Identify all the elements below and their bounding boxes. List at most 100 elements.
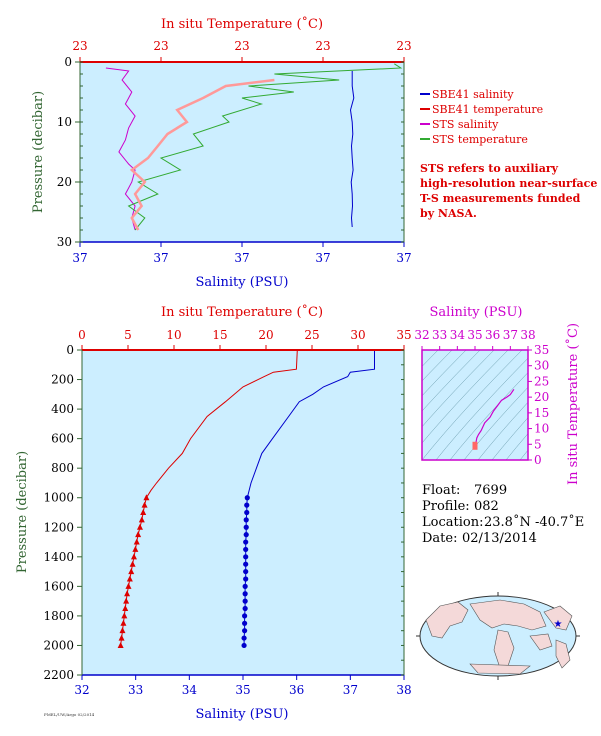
near-surface-y-axis-title: Pressure (decibar) [31,91,46,213]
full-profile-y-tick-label: 1400 [43,550,74,564]
full-profile-panel: 0 5 10 15 20 25 30 35 32 33 34 35 36 37 38 0 200 400 600 80… [15,304,412,722]
legend-entry: SBE41 salinity [432,88,514,101]
ts-right-tick-label: 10 [534,422,549,436]
temperature-point [126,575,133,582]
salinity-point [244,495,250,501]
full-profile-top-tick-label: 30 [350,328,365,342]
ts-top-axis-title: Salinity (PSU) [430,305,523,320]
near-surface-series-line [105,67,136,231]
ts-right-tick-label: 15 [534,406,549,420]
float-info: Float: 7699 Profile: 082 Location: 23.8˚… [422,483,584,546]
density-contour [422,350,453,382]
salinity-point [243,561,249,567]
legend-entry: STS salinity [432,118,499,131]
salinity-point [243,539,249,545]
near-surface-plot-area [80,62,404,242]
ts-right-tick-label: 25 [534,374,549,388]
salinity-point [243,532,249,538]
profile-value: 082 [474,499,499,514]
full-profile-y-tick-label: 200 [51,373,74,387]
temperature-point [141,501,148,508]
full-profile-ticks: 0 5 10 15 20 25 30 35 32 33 34 35 36 37 38 0 200 400 600 80… [43,328,411,697]
salinity-point [242,620,248,626]
salinity-point [242,628,248,634]
full-profile-bottom-tick-label: 33 [128,683,143,697]
full-profile-top-tick-label: 5 [124,328,132,342]
near-surface-series [105,63,403,231]
near-surface-bottom-tick-label: 37 [396,251,411,265]
full-profile-y-tick-label: 1200 [43,520,74,534]
salinity-point [244,502,250,508]
full-profile-y-tick-label: 0 [66,343,74,357]
near-surface-bottom-axis-title: Salinity (PSU) [196,275,289,290]
salinity-point [242,598,248,604]
temperature-point [138,516,145,523]
temperature-point [130,553,137,560]
ts-right-tick-label: 30 [534,359,549,373]
density-contour [519,449,528,460]
full-profile-top-tick-label: 15 [212,328,227,342]
near-surface-top-tick-label: 23 [72,39,87,53]
ts-top-tick-label: 35 [467,328,482,342]
full-profile-y-tick-label: 1600 [43,579,74,593]
near-surface-top-tick-label: 23 [153,39,168,53]
temperature-point [132,545,139,552]
full-profile-bottom-tick-label: 38 [396,683,411,697]
full-profile-series [117,349,375,649]
salinity-point [242,591,248,597]
density-contour [491,417,528,460]
float-value: 7699 [474,483,507,498]
full-profile-top-tick-label: 0 [78,328,86,342]
temperature-point [136,523,143,530]
legend-entry: STS temperature [432,133,528,146]
near-surface-top-tick-label: 23 [315,39,330,53]
map-land [425,599,573,675]
ts-top-tick-label: 37 [503,328,518,342]
near-surface-bottom-tick-label: 37 [315,251,330,265]
salinity-point [243,576,249,582]
profile-label: Profile: [422,499,470,514]
full-profile-top-tick-label: 10 [166,328,181,342]
near-surface-bottom-tick-label: 37 [234,251,249,265]
temperature-point [122,605,129,612]
temperature-point [117,641,124,648]
ts-series [472,388,515,450]
salinity-point [242,583,248,589]
note-line: STS refers to auxiliary [420,162,559,175]
near-surface-y-tick-label: 10 [57,115,72,129]
temperature-point [129,560,136,567]
ts-right-tick-label: 0 [534,453,542,467]
ts-top-tick-label: 32 [414,328,429,342]
density-contour [477,401,528,460]
salinity-point [243,554,249,560]
temperature-point [118,634,125,641]
density-contour [422,350,495,428]
full-profile-bottom-tick-label: 32 [74,683,89,697]
note-line: by NASA. [420,207,477,220]
salinity-point [244,509,250,516]
near-surface-y-tick-label: 0 [64,55,72,69]
near-surface-y-tick-label: 20 [57,175,72,189]
full-profile-y-tick-label: 1800 [43,609,74,623]
ts-top-tick-label: 34 [450,328,466,342]
legend-entry: SBE41 temperature [432,103,543,116]
temperature-point [124,590,131,597]
full-profile-bottom-tick-label: 34 [182,683,198,697]
full-profile-y-tick-label: 2200 [43,668,74,682]
density-contour [422,350,481,412]
full-profile-y-tick-label: 400 [51,402,74,416]
salinity-point [241,635,247,641]
full-profile-y-tick-label: 2000 [43,638,74,652]
temperature-point [120,619,127,626]
ts-deep-cluster [472,441,478,450]
near-surface-top-tick-label: 23 [234,39,249,53]
salinity-point [243,517,249,523]
temperature-point [143,494,150,501]
density-contour [505,433,528,460]
location-value: 23.8˚N -40.7˚E [484,514,584,530]
full-profile-y-tick-label: 800 [51,461,74,475]
ts-density-contours [422,350,528,460]
footer-text: PMEL/UW/Argo 02/2014 [44,712,95,717]
